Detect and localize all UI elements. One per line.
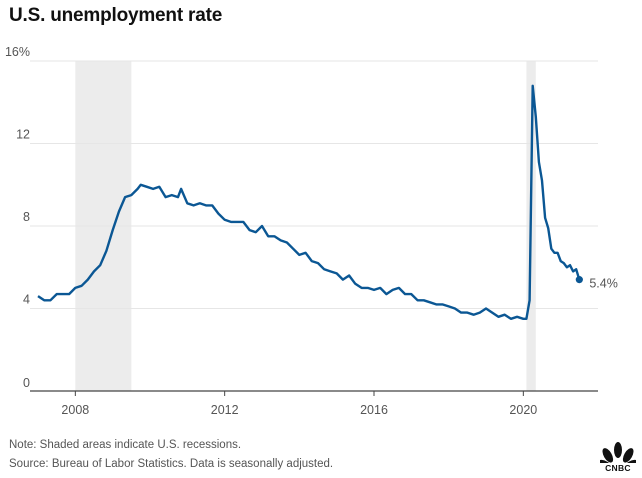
peacock-icon [597,442,639,471]
y-tick-label: 0 [23,376,30,390]
unemployment-rate-line [37,84,581,320]
x-axis-ticks-group: 2008 2012 2016 2020 [61,391,537,417]
source-note: Source: Bureau of Labor Statistics. Data… [9,458,334,470]
y-tick-label: 4 [23,293,30,307]
x-tick-label: 2008 [61,403,89,417]
recession-note: Note: Shaded areas indicate U.S. recessi… [9,439,242,451]
x-tick-label: 2016 [360,403,388,417]
x-tick-label: 2020 [509,403,537,417]
latest-value-dot [575,276,583,284]
y-axis-ticks-group: 0 4 8 12 16% [5,45,30,390]
logo-wordmark: CNBC [605,463,631,473]
y-tick-label: 8 [23,210,30,224]
x-tick-label: 2012 [211,403,239,417]
y-tick-label: 12 [16,128,30,142]
latest-value-label: 5.4% [589,277,618,291]
y-tick-label: 16% [5,45,30,59]
chart-title: U.S. unemployment rate [9,5,223,26]
gridlines-group [30,60,598,309]
cnbc-logo: CNBC [597,441,639,475]
